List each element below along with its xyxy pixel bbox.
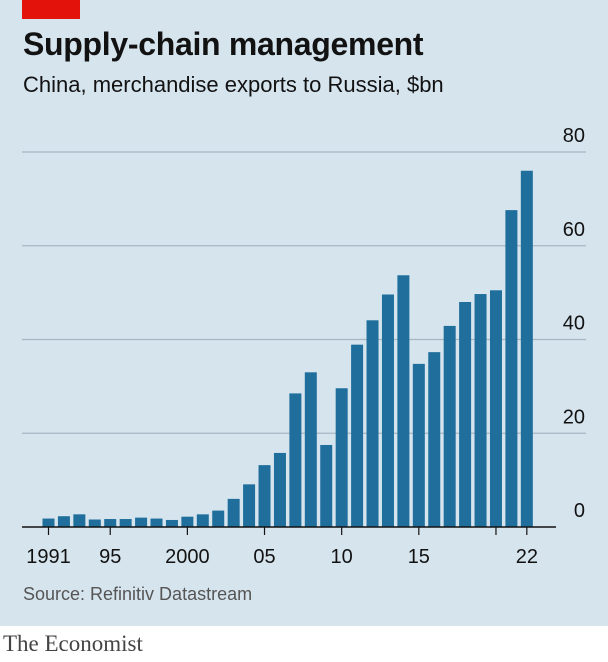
y-tick-label: 20 bbox=[563, 406, 585, 428]
bar-2003 bbox=[227, 498, 240, 527]
bar-2006 bbox=[273, 452, 286, 527]
bars bbox=[42, 170, 533, 527]
source-note: Source: Refinitiv Datastream bbox=[23, 584, 253, 604]
x-tick-label: 1991 bbox=[26, 546, 71, 568]
bar-1993 bbox=[73, 514, 86, 527]
bar-2009 bbox=[320, 444, 333, 527]
x-tick-label: 22 bbox=[516, 546, 538, 568]
bar-2007 bbox=[289, 393, 302, 527]
bar-1997 bbox=[135, 517, 148, 527]
bar-chart: 1991 95 2000 05 10 15 22 0 20 40 60 80 bbox=[22, 125, 586, 568]
bar-2004 bbox=[243, 484, 256, 527]
publisher-logo: The Economist bbox=[3, 631, 143, 656]
bar-2001 bbox=[196, 514, 209, 527]
bar-2017 bbox=[443, 325, 456, 527]
bar-2014 bbox=[397, 275, 410, 527]
bar-2011 bbox=[351, 344, 364, 527]
x-tick-label: 2000 bbox=[165, 546, 210, 568]
bar-1999 bbox=[165, 519, 178, 527]
y-tick-label: 60 bbox=[563, 219, 585, 241]
bar-2018 bbox=[459, 302, 472, 527]
y-tick-label: 40 bbox=[563, 313, 585, 335]
bar-2008 bbox=[304, 372, 317, 527]
bar-1994 bbox=[88, 519, 101, 527]
bar-2002 bbox=[212, 510, 225, 527]
bar-1998 bbox=[150, 518, 163, 527]
bar-2020 bbox=[489, 290, 502, 527]
bar-2005 bbox=[258, 465, 271, 527]
x-tick-label: 10 bbox=[331, 546, 353, 568]
y-tick-label: 80 bbox=[563, 125, 585, 147]
x-tick-label: 05 bbox=[253, 546, 275, 568]
bar-2022 bbox=[520, 170, 533, 527]
bar-2010 bbox=[335, 388, 348, 527]
bar-1995 bbox=[104, 519, 117, 527]
bar-2019 bbox=[474, 294, 487, 527]
bar-1996 bbox=[119, 519, 132, 527]
x-axis: 1991 95 2000 05 10 15 22 bbox=[22, 526, 556, 568]
bar-2016 bbox=[428, 352, 441, 527]
y-tick-label: 0 bbox=[574, 500, 585, 522]
y-tick-labels: 0 20 40 60 80 bbox=[563, 125, 585, 522]
x-tick-label: 95 bbox=[99, 546, 121, 568]
brand-tag bbox=[22, 0, 80, 19]
bar-2021 bbox=[505, 210, 518, 527]
x-tick-label: 15 bbox=[408, 546, 430, 568]
bar-1992 bbox=[57, 516, 70, 527]
chart-subtitle: China, merchandise exports to Russia, $b… bbox=[23, 72, 444, 97]
bar-2013 bbox=[381, 294, 394, 527]
bar-2000 bbox=[181, 516, 194, 527]
bar-1991 bbox=[42, 518, 55, 527]
chart-title: Supply-chain management bbox=[23, 26, 424, 62]
bar-2012 bbox=[366, 320, 379, 527]
bar-2015 bbox=[412, 363, 425, 527]
